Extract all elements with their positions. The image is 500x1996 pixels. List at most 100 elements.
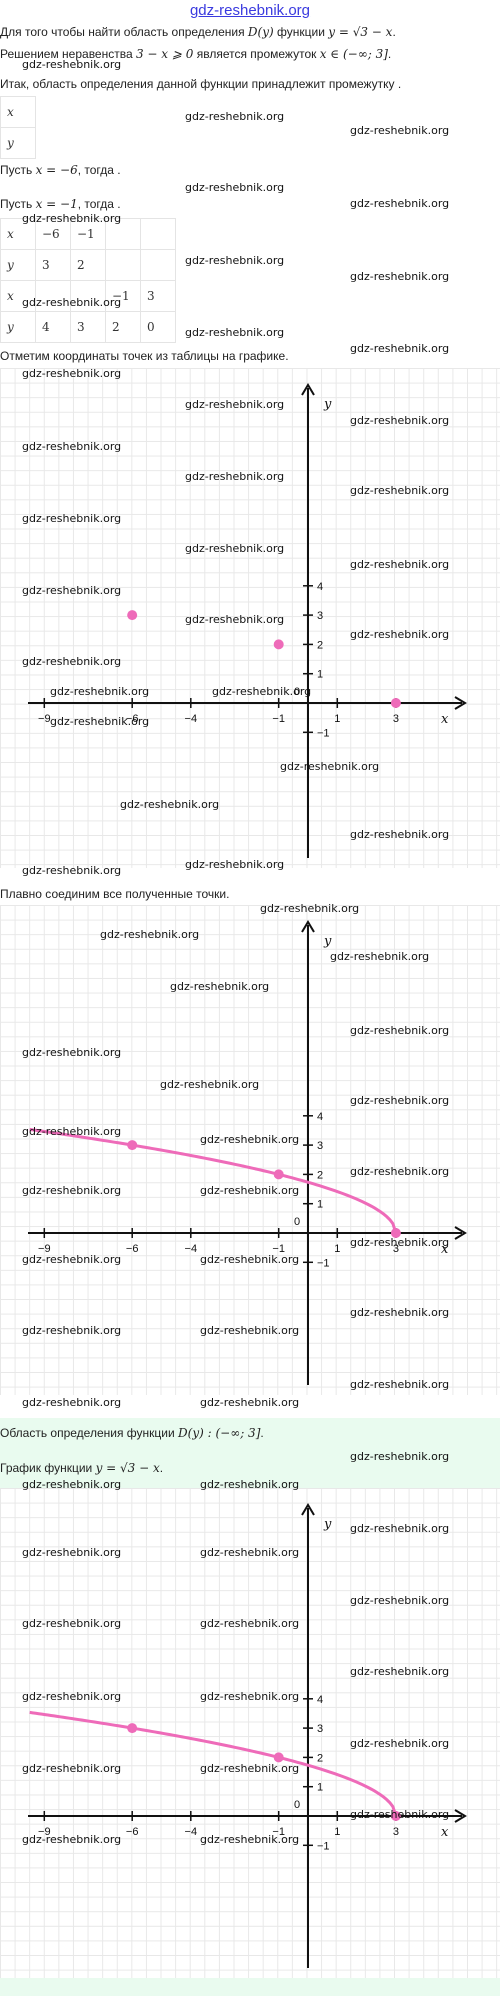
watermark-text: gdz-reshebnik.org [185, 858, 285, 871]
let-x-minus1-paragraph: Пусть x = −1, тогда . [0, 194, 500, 214]
let-text-a: Пусть [0, 197, 36, 211]
x-axis-arrow [454, 696, 467, 710]
y-axis-arrow [301, 383, 315, 396]
watermark-text: gdz-reshebnik.org [350, 1522, 450, 1535]
watermark-text: gdz-reshebnik.org [200, 1617, 300, 1630]
watermark-text: gdz-reshebnik.org [22, 584, 122, 597]
x-tick-label: −6 [126, 713, 139, 725]
chart-curve-svg: x y 0 −9 −6 −4 −1 1 3 4 3 2 1 −1 [28, 920, 467, 1385]
watermark-text: gdz-reshebnik.org [350, 628, 450, 641]
watermark-text: gdz-reshebnik.org [200, 1184, 300, 1197]
y-tick-label: 4 [317, 581, 323, 593]
y-tick-label: 2 [317, 1752, 323, 1764]
data-point [273, 639, 284, 650]
x-tick-label: −4 [185, 1243, 198, 1255]
y-axis-arrow [301, 1503, 315, 1516]
x-tick-label: −1 [272, 1243, 285, 1255]
x-tick-label: −6 [126, 1826, 139, 1838]
watermark-text: gdz-reshebnik.org [350, 270, 450, 283]
y-tick-label: 1 [317, 669, 323, 681]
watermark-text: gdz-reshebnik.org [22, 1833, 122, 1846]
watermark-text: gdz-reshebnik.org [22, 655, 122, 668]
watermark-text: gdz-reshebnik.org [350, 1665, 450, 1678]
data-point [273, 1752, 284, 1763]
watermark-text: gdz-reshebnik.org [200, 1762, 300, 1775]
watermark-text: gdz-reshebnik.org [350, 414, 450, 427]
table-cell: −1 [105, 280, 141, 312]
watermark-text: gdz-reshebnik.org [22, 58, 122, 71]
watermark-text: gdz-reshebnik.org [185, 613, 285, 626]
x-tick-label: 3 [393, 1243, 399, 1255]
plot-points-paragraph: Отметим координаты точек из таблицы на г… [0, 349, 289, 363]
x-axis-arrow [454, 1809, 467, 1823]
data-point [273, 1169, 284, 1180]
answer-text-b: . [260, 1426, 264, 1440]
x-tick-label: 3 [393, 713, 399, 725]
answer-text-a: График функции [0, 1461, 96, 1475]
watermark-text: gdz-reshebnik.org [50, 685, 150, 698]
x-tick-label: −4 [185, 713, 198, 725]
watermark-text: gdz-reshebnik.org [170, 980, 270, 993]
watermark-text: gdz-reshebnik.org [120, 798, 220, 811]
chart-final-svg: x y 0 −9 −6 −4 −1 1 3 4 3 2 1 −1 [28, 1503, 467, 1968]
watermark-text: gdz-reshebnik.org [22, 212, 122, 225]
watermark-text: gdz-reshebnik.org [100, 928, 200, 941]
let-text-b: , тогда . [77, 197, 121, 211]
watermark-text: gdz-reshebnik.org [200, 1833, 300, 1846]
interval-formula: x ∈ (−∞; 3] [319, 47, 388, 61]
x-minus1-formula: x = −1 [35, 197, 78, 211]
watermark-text: gdz-reshebnik.org [200, 1396, 300, 1409]
graph-curve: x y 0 −9 −6 −4 −1 1 3 4 3 2 1 −1 [0, 905, 500, 1395]
intro-text-c: . [392, 25, 396, 39]
inequality-text-b: является промежуток [193, 47, 320, 61]
x-tick-label: −1 [272, 1826, 285, 1838]
watermark-text: gdz-reshebnik.org [22, 1125, 122, 1138]
watermark-text: gdz-reshebnik.org [330, 950, 430, 963]
y-tick-label: 3 [317, 1140, 323, 1152]
x-tick-label: 3 [393, 1826, 399, 1838]
watermark-text: gdz-reshebnik.org [22, 1184, 122, 1197]
function-curve [29, 1127, 398, 1234]
x-tick-label: 1 [334, 713, 340, 725]
table-cell: 4 [35, 311, 71, 343]
chart-points-svg: x y 0 −9 −6 −4 −1 1 3 4 3 2 1 −1 [28, 383, 467, 858]
table-row: x −6 −1 [0, 218, 176, 250]
watermark-text: gdz-reshebnik.org [350, 1737, 450, 1750]
watermark-text: gdz-reshebnik.org [22, 1478, 122, 1491]
watermark-text: gdz-reshebnik.org [350, 828, 450, 841]
watermark-text: gdz-reshebnik.org [260, 902, 360, 915]
values-table-empty: x y [0, 96, 36, 159]
x-tick-label: −4 [185, 1826, 198, 1838]
watermark-text: gdz-reshebnik.org [50, 715, 150, 728]
connect-points-paragraph: Плавно соединим все полученные точки. [0, 887, 230, 901]
watermark-text: gdz-reshebnik.org [350, 342, 450, 355]
watermark-text: gdz-reshebnik.org [22, 1617, 122, 1630]
origin-label: 0 [294, 1799, 300, 1811]
table-row: y [0, 127, 36, 159]
y-tick-label: 1 [317, 1199, 323, 1211]
origin-label: 0 [294, 686, 300, 698]
x-tick-label: −9 [38, 1243, 51, 1255]
answer-function-formula: y = √3 − x [95, 1461, 160, 1475]
y-tick-label: 4 [317, 1111, 323, 1123]
watermark-text: gdz-reshebnik.org [350, 1808, 450, 1821]
watermark-text: gdz-reshebnik.org [22, 367, 122, 380]
y-tick-label: −1 [317, 1257, 330, 1269]
watermark-text: gdz-reshebnik.org [22, 1546, 122, 1559]
watermark-text: gdz-reshebnik.org [185, 326, 285, 339]
x-axis-label: x [441, 712, 449, 727]
y-tick-label: 3 [317, 610, 323, 622]
y-axis-arrow [301, 920, 315, 933]
watermark-text: gdz-reshebnik.org [22, 1253, 122, 1266]
site-title-link[interactable]: gdz-reshebnik.org [189, 2, 311, 19]
watermark-text: gdz-reshebnik.org [185, 542, 285, 555]
watermark-text: gdz-reshebnik.org [22, 440, 122, 453]
inequality-text-a: Решением неравенства [0, 47, 136, 61]
table-cell: 3 [140, 280, 176, 312]
watermark-text: gdz-reshebnik.org [350, 1306, 450, 1319]
inequality-text-c: . [387, 47, 392, 61]
y-axis-label: y [323, 934, 332, 949]
watermark-text: gdz-reshebnik.org [22, 1396, 122, 1409]
x-tick-label: −6 [126, 1243, 139, 1255]
